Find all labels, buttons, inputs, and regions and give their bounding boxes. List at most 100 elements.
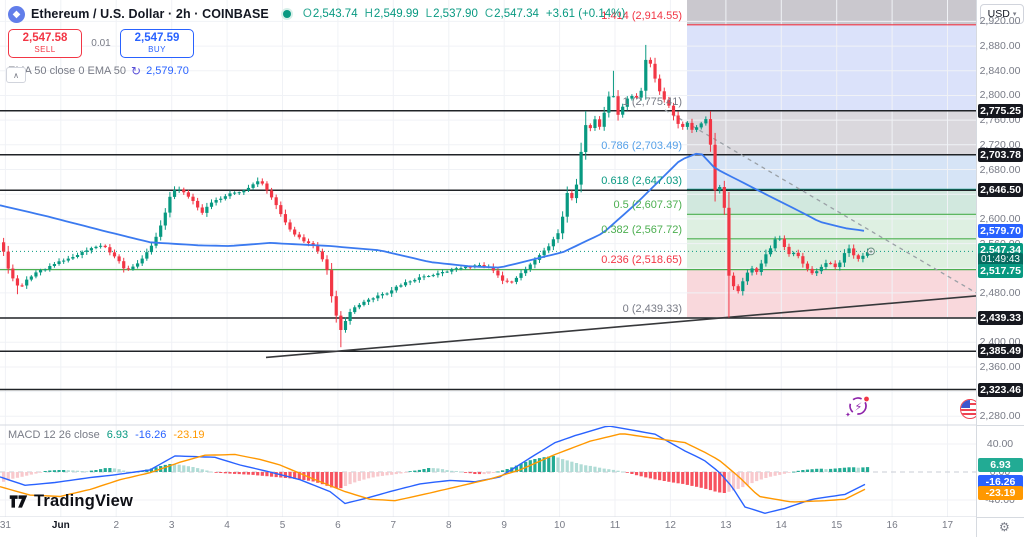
time-axis-label[interactable]: 6 bbox=[335, 520, 341, 531]
sell-button[interactable]: 2,547.58 SELL bbox=[8, 29, 82, 58]
flag-stripe bbox=[961, 412, 979, 415]
candles-layer bbox=[2, 44, 870, 348]
recalculate-icon: ↻ bbox=[131, 64, 142, 78]
us-flag-event-icon[interactable] bbox=[960, 399, 980, 419]
macd-hist-value: 6.93 bbox=[106, 429, 129, 441]
price-axis-label: 2,840.00 bbox=[979, 64, 1021, 77]
time-axis-label[interactable]: 13 bbox=[720, 520, 732, 531]
tradingview-logo[interactable]: TradingView bbox=[8, 491, 133, 512]
buy-button[interactable]: 2,547.59 BUY bbox=[120, 29, 194, 58]
currency-label: USD bbox=[987, 8, 1010, 20]
high-value: 2,549.99 bbox=[373, 8, 419, 20]
time-axis-label[interactable]: 16 bbox=[886, 520, 898, 531]
macd-line bbox=[0, 426, 866, 515]
macd-axis-label: 40.00 bbox=[986, 438, 1014, 450]
buy-price: 2,547.59 bbox=[134, 31, 180, 44]
market-status-dot-icon[interactable] bbox=[282, 10, 291, 18]
macd-signal-line bbox=[0, 433, 866, 503]
price-axis-label: 2,920.00 bbox=[979, 15, 1021, 28]
flag-canton bbox=[961, 400, 970, 408]
order-panel: 2,547.58 SELL 0.01 2,547.59 BUY bbox=[8, 29, 625, 58]
time-axis-label[interactable]: 17 bbox=[941, 520, 954, 531]
time-axis-label[interactable]: 7 bbox=[390, 520, 397, 531]
symbol-row: ◆ Ethereum / U.S. Dollar · 2h · COINBASE… bbox=[8, 4, 625, 24]
macd-value-badge: -16.26 bbox=[978, 475, 1023, 489]
ema50-line bbox=[0, 152, 865, 269]
flash-refresh-icon[interactable]: ⚡ ✦ bbox=[845, 393, 871, 419]
price-axis-label: 2,600.00 bbox=[979, 212, 1021, 225]
collapse-legend-button[interactable]: ∧ bbox=[6, 67, 26, 83]
macd-label: MACD 12 26 close bbox=[8, 429, 100, 441]
spread-value: 0.01 bbox=[91, 38, 111, 49]
time-axis-label[interactable]: 3 bbox=[168, 520, 175, 531]
close-value: 2,547.34 bbox=[494, 8, 539, 20]
macd-signal-value: -23.19 bbox=[173, 429, 205, 441]
add-order-marker bbox=[867, 247, 875, 256]
time-axis-label[interactable]: Jun bbox=[51, 520, 70, 531]
price-badge: 2,323.46 bbox=[978, 382, 1023, 397]
fib-zone bbox=[687, 0, 976, 25]
time-axis[interactable]: 31 Jun 2 3 4 5 6 7 8 9 10 11 12 13 14 15 16 17 bbox=[0, 517, 976, 537]
svg-text:✦: ✦ bbox=[845, 411, 851, 419]
time-axis-label[interactable]: 12 bbox=[664, 520, 676, 531]
chart-canvas[interactable] bbox=[0, 0, 976, 537]
price-axis-label: 2,800.00 bbox=[979, 89, 1021, 102]
price-badge: 2,439.33 bbox=[978, 311, 1023, 325]
time-axis-label[interactable]: 5 bbox=[279, 520, 286, 531]
macd-line-value: -16.26 bbox=[135, 429, 167, 441]
price-badge: 2,703.78 bbox=[978, 147, 1023, 162]
ethereum-logo-icon: ◆ bbox=[8, 5, 25, 23]
close-label: C bbox=[484, 8, 494, 20]
low-label: L bbox=[425, 8, 433, 20]
symbol-title[interactable]: Ethereum / U.S. Dollar · 2h · COINBASE bbox=[31, 7, 269, 21]
macd-pane bbox=[0, 426, 870, 515]
time-axis-label[interactable]: 31 bbox=[0, 520, 11, 531]
price-axis-label: 2,360.00 bbox=[979, 360, 1021, 373]
chart-legend: ◆ Ethereum / U.S. Dollar · 2h · COINBASE… bbox=[8, 4, 625, 78]
chevron-down-icon: ▾ bbox=[1012, 10, 1017, 18]
price-axis-label: 2,680.00 bbox=[979, 163, 1021, 176]
time-axis-label[interactable]: 8 bbox=[445, 520, 452, 531]
time-axis-label[interactable]: 15 bbox=[831, 520, 843, 531]
time-axis-label[interactable]: 4 bbox=[224, 520, 230, 531]
ema-value: 2,579.70 bbox=[146, 65, 189, 77]
price-badge: 2,579.70 bbox=[978, 224, 1023, 239]
price-badge: 2,775.25 bbox=[978, 103, 1023, 118]
time-axis-label[interactable]: 2 bbox=[113, 520, 120, 531]
open-value: 2,543.74 bbox=[312, 8, 358, 20]
ema-label: EMA 50 close 0 EMA 50 bbox=[8, 65, 127, 77]
tradingview-logo-text: TradingView bbox=[34, 492, 134, 510]
tradingview-logo-icon bbox=[9, 495, 28, 508]
time-axis-label[interactable]: 10 bbox=[554, 520, 566, 531]
change-value: +3.61 (+0.14%) bbox=[545, 8, 626, 20]
gear-icon[interactable]: ⚙ bbox=[999, 520, 1010, 534]
support-trendline bbox=[265, 295, 976, 359]
ohlc-values: O2,543.74 H2,549.99 L2,537.90 C2,547.34 … bbox=[303, 8, 625, 20]
time-axis-label[interactable]: 14 bbox=[775, 520, 787, 531]
price-badge: 2,385.49 bbox=[978, 344, 1023, 359]
flag-stripe bbox=[970, 403, 979, 405]
ema-indicator-row[interactable]: EMA 50 close 0 EMA 50 ↻ 2,579.70 bbox=[8, 64, 625, 78]
fib-zone bbox=[687, 155, 976, 190]
time-axis-label[interactable]: 11 bbox=[609, 520, 621, 531]
macd-value-badge: -23.19 bbox=[978, 486, 1023, 500]
price-axis[interactable]: USD ▾ ⚙ 2,920.00 2,880.00 2,840.00 2,800.00… bbox=[976, 0, 1024, 537]
svg-text:⚡: ⚡ bbox=[855, 401, 863, 414]
time-axis-label[interactable]: 9 bbox=[501, 520, 507, 531]
price-badge: 2,646.50 bbox=[978, 183, 1023, 198]
high-label: H bbox=[364, 8, 373, 20]
axis-separator bbox=[977, 517, 1024, 518]
fib-zone bbox=[687, 110, 976, 155]
buy-label: BUY bbox=[148, 45, 166, 55]
macd-value-badge: 6.93 bbox=[978, 458, 1023, 472]
flag-stripe bbox=[961, 409, 979, 411]
price-badge: 2,517.75 bbox=[978, 264, 1023, 278]
open-label: O bbox=[302, 8, 312, 20]
macd-indicator-row[interactable]: MACD 12 26 close 6.93 -16.26 -23.19 bbox=[8, 429, 205, 441]
fib-zone bbox=[687, 24, 976, 111]
fib-zone bbox=[687, 269, 976, 318]
price-axis-label: 2,880.00 bbox=[979, 40, 1021, 53]
sell-price: 2,547.58 bbox=[22, 31, 68, 44]
price-axis-label: 2,480.00 bbox=[979, 286, 1021, 299]
